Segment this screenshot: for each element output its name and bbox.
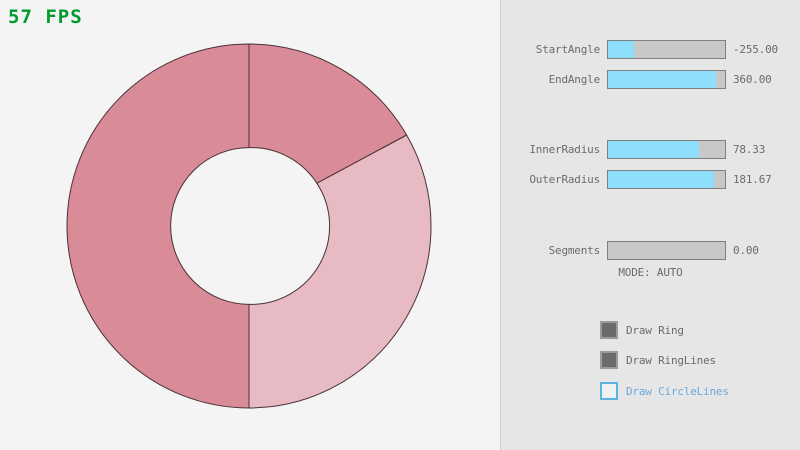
donut-slice-3 [248,43,408,184]
slider-value-outer-radius: 181.67 [733,173,772,186]
slider-label-end-angle: EndAngle [548,73,601,86]
slider-label-outer-radius: OuterRadius [529,173,600,186]
checkbox-label-draw-ring: Draw Ring [626,323,684,337]
checkbox-row-draw-ringlines[interactable]: Draw RingLines [600,350,716,370]
slider-label-inner-radius: InnerRadius [529,143,600,156]
slider-outer-radius[interactable] [607,170,726,189]
panel-divider [500,0,501,450]
slider-fill-end-angle [608,71,716,88]
donut-chart [66,43,432,409]
slider-row-inner-radius: InnerRadius 78.33 [501,140,800,159]
slider-segments[interactable] [607,241,726,260]
slider-value-start-angle: -255.00 [733,43,778,56]
slider-label-segments: Segments [548,244,601,257]
checkbox-label-draw-circlelines: Draw CircleLines [626,384,729,398]
slider-value-inner-radius: 78.33 [733,143,766,156]
checkbox-row-draw-ring[interactable]: Draw Ring [600,320,684,340]
slider-end-angle[interactable] [607,70,726,89]
checkbox-draw-ringlines[interactable] [600,351,618,369]
slider-value-end-angle: 360.00 [733,73,772,86]
fps-counter: 57 FPS [8,6,83,28]
slider-fill-start-angle [608,41,634,58]
slider-fill-inner-radius [608,141,700,158]
render-canvas[interactable]: 57 FPS [0,0,500,450]
donut-slice-1 [66,43,250,409]
slider-row-start-angle: StartAngle -255.00 [501,40,800,59]
slider-value-segments: 0.00 [733,244,759,257]
slider-row-outer-radius: OuterRadius 181.67 [501,170,800,189]
checkbox-row-draw-circlelines[interactable]: Draw CircleLines [600,381,729,401]
slider-row-end-angle: EndAngle 360.00 [501,70,800,89]
checkbox-draw-ring[interactable] [600,321,618,339]
mode-label: MODE: AUTO [618,266,683,279]
checkbox-draw-circlelines[interactable] [600,382,618,400]
control-panel: StartAngle -255.00 EndAngle 360.00 Inner… [501,0,800,450]
donut-slice-2 [248,134,432,409]
slider-fill-outer-radius [608,171,715,188]
checkbox-label-draw-ringlines: Draw RingLines [626,353,716,367]
slider-row-segments: Segments 0.00 [501,241,800,260]
slider-inner-radius[interactable] [607,140,726,159]
slider-label-start-angle: StartAngle [535,43,600,56]
slider-start-angle[interactable] [607,40,726,59]
